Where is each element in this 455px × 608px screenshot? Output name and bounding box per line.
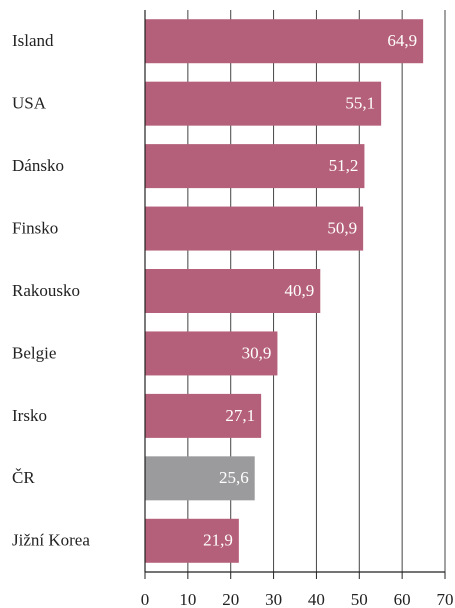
x-tick-label: 50 — [351, 590, 368, 608]
y-tick-label: ČR — [12, 468, 35, 487]
bar — [145, 206, 364, 251]
value-label: 30,9 — [242, 343, 272, 362]
y-tick-label: Rakousko — [12, 281, 80, 300]
value-label: 55,1 — [345, 94, 375, 113]
bar — [145, 81, 382, 126]
value-label: 40,9 — [285, 281, 315, 300]
x-tick-label: 40 — [308, 590, 325, 608]
bar — [145, 456, 255, 501]
x-tick-label: 60 — [394, 590, 411, 608]
y-tick-label: Finsko — [12, 218, 58, 237]
value-label: 21,9 — [203, 531, 233, 550]
y-tick-label: USA — [12, 94, 47, 113]
y-tick-label: Dánsko — [12, 156, 64, 175]
x-tick-label: 70 — [437, 590, 454, 608]
value-label: 64,9 — [387, 31, 417, 50]
y-tick-label: Belgie — [12, 343, 56, 362]
bar — [145, 518, 239, 563]
value-label: 50,9 — [327, 218, 357, 237]
x-tick-label: 20 — [222, 590, 239, 608]
x-tick-label: 0 — [141, 590, 150, 608]
bar — [145, 393, 262, 438]
bar — [145, 144, 365, 189]
x-tick-label: 30 — [265, 590, 282, 608]
bar — [145, 19, 424, 64]
value-label: 27,1 — [225, 406, 255, 425]
bar — [145, 331, 278, 376]
value-label: 25,6 — [219, 468, 249, 487]
value-label: 51,2 — [329, 156, 359, 175]
y-tick-label: Irsko — [12, 406, 47, 425]
y-tick-label: Island — [12, 31, 54, 50]
y-tick-label: Jižní Korea — [12, 531, 90, 550]
x-tick-label: 10 — [179, 590, 196, 608]
bar — [145, 269, 321, 313]
